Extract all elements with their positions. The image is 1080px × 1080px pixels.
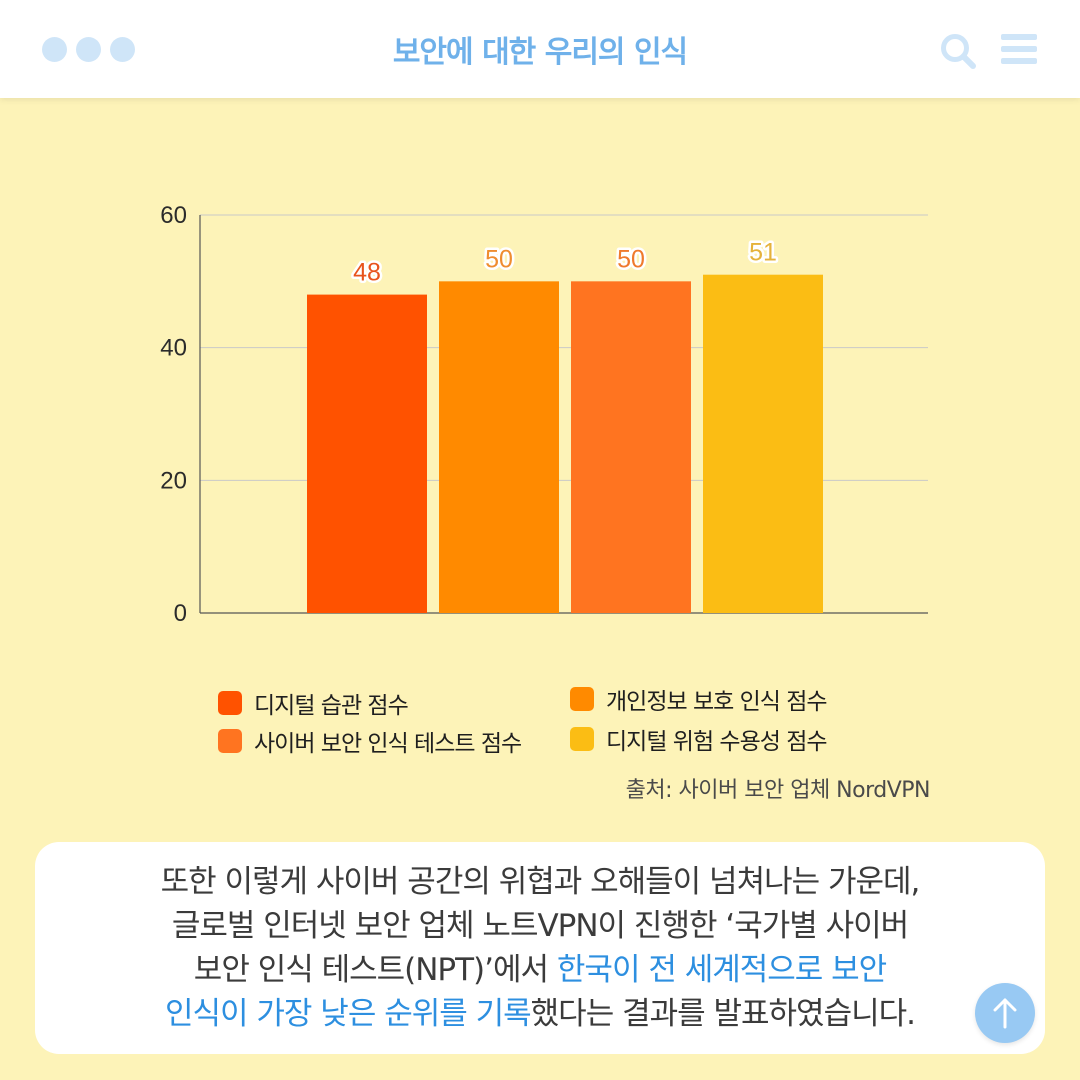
scroll-top-button[interactable] (975, 983, 1035, 1043)
y-tick-label: 60 (160, 202, 187, 229)
description-card: 또한 이렇게 사이버 공간의 위협과 오해들이 넘쳐나는 가운데, 글로벌 인터… (35, 842, 1045, 1054)
bar (439, 281, 559, 613)
bar (703, 274, 823, 613)
dot-icon (42, 37, 67, 62)
chart-legend: 디지털 습관 점수 개인정보 보호 인식 점수 사이버 보안 인식 테스트 점수… (218, 684, 898, 764)
legend-item-digital-habit: 디지털 습관 점수 (218, 688, 409, 719)
legend-label: 개인정보 보호 인식 점수 (606, 689, 828, 715)
header-bar: 보안에 대한 우리의 인식 (0, 0, 1080, 98)
highlight-text: 한국이 전 세계적으로 보안 (556, 952, 887, 988)
legend-item-privacy: 개인정보 보호 인식 점수 (570, 684, 828, 715)
menu-icon[interactable] (1001, 34, 1037, 64)
legend-label: 사이버 보안 인식 테스트 점수 (254, 731, 522, 757)
source-caption: 출처: 사이버 보안 업체 NordVPN (625, 778, 931, 803)
description-line: 또한 이렇게 사이버 공간의 위협과 오해들이 넘쳐나는 가운데, (160, 864, 921, 900)
description-line: 보안 인식 테스트(NPT)’에서 한국이 전 세계적으로 보안 (35, 948, 1045, 992)
description-line: 글로벌 인터넷 보안 업체 노트VPN이 진행한 ‘국가별 사이버 (171, 908, 909, 944)
description-line: 인식이 가장 낮은 순위를 기록했다는 결과를 발표하였습니다. (35, 992, 1045, 1036)
data-label: 50 (485, 245, 513, 273)
window-dots (42, 37, 135, 62)
bar-chart: 0 20 40 60 48 50 50 51 (160, 202, 928, 627)
description-text: 또한 이렇게 사이버 공간의 위협과 오해들이 넘쳐나는 가운데, 글로벌 인터… (35, 860, 1045, 1036)
page-title: 보안에 대한 우리의 인식 (392, 35, 688, 70)
dot-icon (110, 37, 135, 62)
y-tick-label: 40 (160, 335, 187, 362)
legend-item-risk: 디지털 위험 수용성 점수 (570, 724, 828, 755)
legend-swatch (570, 687, 594, 711)
y-tick-label: 20 (160, 467, 187, 494)
legend-swatch (570, 727, 594, 751)
y-tick-label: 0 (174, 600, 187, 627)
data-label: 50 (617, 245, 645, 273)
highlight-text: 인식이 가장 낮은 순위를 기록 (165, 996, 532, 1032)
legend-swatch (218, 729, 242, 753)
legend-label: 디지털 위험 수용성 점수 (606, 729, 828, 755)
search-icon[interactable] (938, 31, 978, 71)
description-text-segment: 보안 인식 테스트(NPT)’에서 (193, 952, 557, 988)
legend-item-cyber-test: 사이버 보안 인식 테스트 점수 (218, 726, 522, 757)
bar (571, 281, 691, 613)
legend-swatch (218, 691, 242, 715)
data-label: 48 (353, 259, 381, 287)
bar (307, 294, 427, 613)
arrow-up-icon (993, 998, 1017, 1029)
dot-icon (76, 37, 101, 62)
legend-label: 디지털 습관 점수 (254, 693, 409, 719)
description-text-segment: 했다는 결과를 발표하였습니다. (530, 996, 916, 1032)
data-label: 51 (749, 239, 777, 267)
